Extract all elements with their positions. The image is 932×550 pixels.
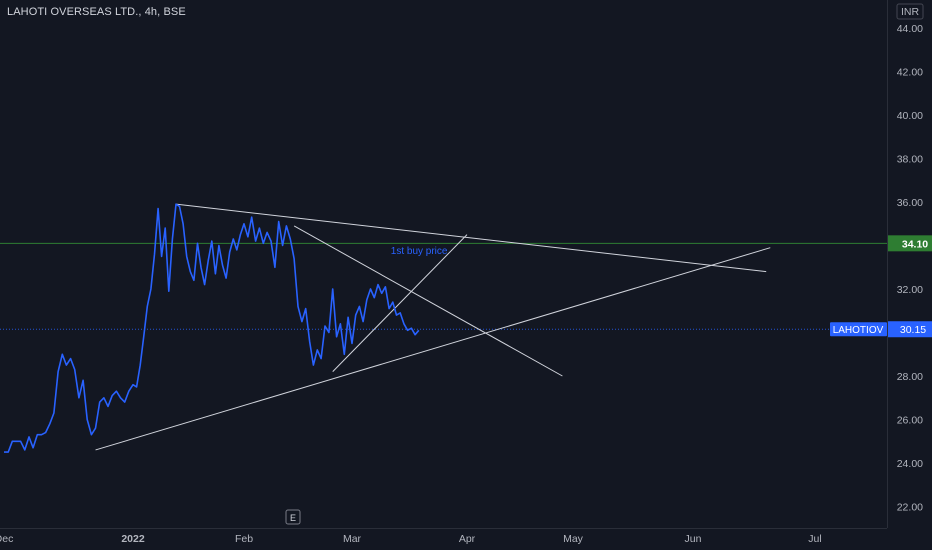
x-tick-label: Mar xyxy=(343,533,362,545)
current-price-label: 30.15 xyxy=(900,324,926,336)
y-tick-label: 44.00 xyxy=(897,23,923,35)
trend-line[interactable] xyxy=(293,225,563,377)
y-tick-label: 22.00 xyxy=(897,502,923,514)
level-price-label: 34.10 xyxy=(902,238,928,250)
y-tick-label: 42.00 xyxy=(897,67,923,79)
y-tick-label: 38.00 xyxy=(897,154,923,166)
trend-line[interactable] xyxy=(175,203,767,273)
y-tick-label: 32.00 xyxy=(897,284,923,296)
y-tick-label: 24.00 xyxy=(897,458,923,470)
symbol-tag-label: LAHOTIOV xyxy=(833,325,884,336)
symbol-tag[interactable] xyxy=(830,322,887,337)
trend-line[interactable] xyxy=(332,234,468,372)
earnings-badge[interactable] xyxy=(285,509,301,525)
earnings-badge-label: E xyxy=(290,513,296,523)
annotation-label: 1st buy price xyxy=(391,246,448,257)
y-tick-label: 40.00 xyxy=(897,110,923,122)
x-tick-label: Jul xyxy=(808,533,821,545)
x-tick-label: May xyxy=(563,533,584,545)
x-tick-label: Apr xyxy=(459,533,476,545)
y-tick-label: 26.00 xyxy=(897,415,923,427)
currency-label: INR xyxy=(901,6,920,18)
x-tick-label: 2022 xyxy=(121,533,145,545)
y-tick-label: 36.00 xyxy=(897,197,923,209)
currency-box[interactable] xyxy=(896,3,924,20)
x-tick-label: Dec xyxy=(0,533,13,545)
x-tick-label: Feb xyxy=(235,533,253,545)
current-price-tag[interactable] xyxy=(888,321,932,338)
trend-line[interactable] xyxy=(95,247,771,451)
level-price-tag[interactable] xyxy=(888,235,932,252)
price-series-line[interactable] xyxy=(4,203,420,453)
y-tick-label: 28.00 xyxy=(897,371,923,383)
chart-title: LAHOTI OVERSEAS LTD., 4h, BSE xyxy=(7,6,186,18)
x-tick-label: Jun xyxy=(685,533,702,545)
price-axis-background xyxy=(887,0,932,528)
